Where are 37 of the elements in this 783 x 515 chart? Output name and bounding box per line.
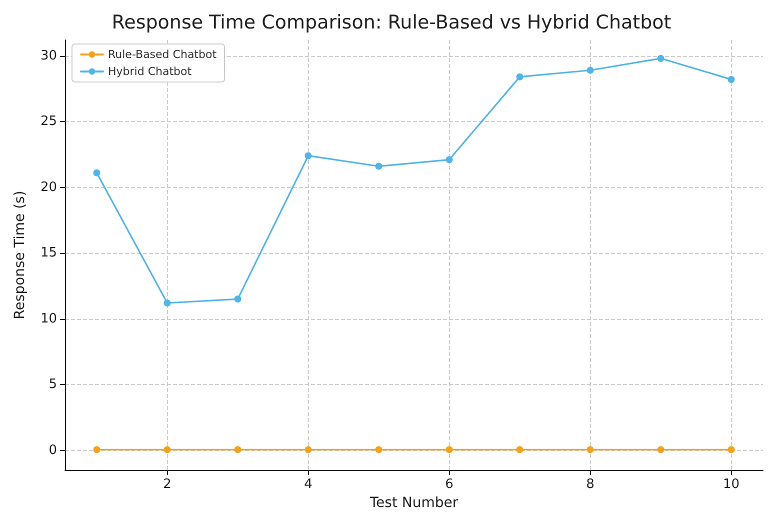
point bbox=[657, 54, 664, 62]
point bbox=[516, 446, 524, 454]
x-tick-label: 2 bbox=[163, 477, 172, 492]
x-tick-label: 4 bbox=[304, 477, 312, 492]
y-axis-title: Response Time (s) bbox=[12, 190, 28, 320]
point bbox=[93, 446, 100, 454]
point bbox=[516, 73, 524, 80]
x-tick-label: 10 bbox=[723, 477, 740, 492]
point bbox=[728, 76, 735, 83]
y-tick-label: 0 bbox=[48, 442, 57, 458]
point bbox=[234, 446, 242, 454]
point bbox=[164, 300, 171, 306]
legend-label: Rule-Based Chatbot bbox=[108, 48, 218, 61]
legend-label: Hybrid Chatbot bbox=[108, 65, 192, 78]
point bbox=[304, 152, 312, 160]
point bbox=[375, 446, 382, 454]
point bbox=[586, 66, 594, 74]
point bbox=[164, 446, 171, 454]
y-tick-label: 10 bbox=[40, 311, 57, 326]
x-axis-title: Test Number bbox=[368, 495, 458, 511]
point bbox=[304, 446, 312, 454]
point bbox=[728, 446, 735, 454]
chart-title: Response Time Comparison: Rule-Based vs Hybrid Chatbot bbox=[112, 12, 672, 34]
point bbox=[446, 156, 453, 164]
point bbox=[93, 169, 100, 176]
point bbox=[657, 446, 664, 454]
point bbox=[446, 446, 453, 454]
point bbox=[234, 296, 242, 303]
point bbox=[586, 446, 594, 454]
y-tick-label: 20 bbox=[40, 180, 57, 195]
y-tick-label: 30 bbox=[40, 48, 57, 64]
x-tick-label: 6 bbox=[445, 477, 454, 492]
y-tick-label: 15 bbox=[40, 246, 57, 261]
x-tick-label: 8 bbox=[586, 477, 594, 492]
point bbox=[375, 162, 382, 170]
y-tick-label: 5 bbox=[48, 377, 57, 392]
y-tick-label: 25 bbox=[40, 114, 57, 130]
